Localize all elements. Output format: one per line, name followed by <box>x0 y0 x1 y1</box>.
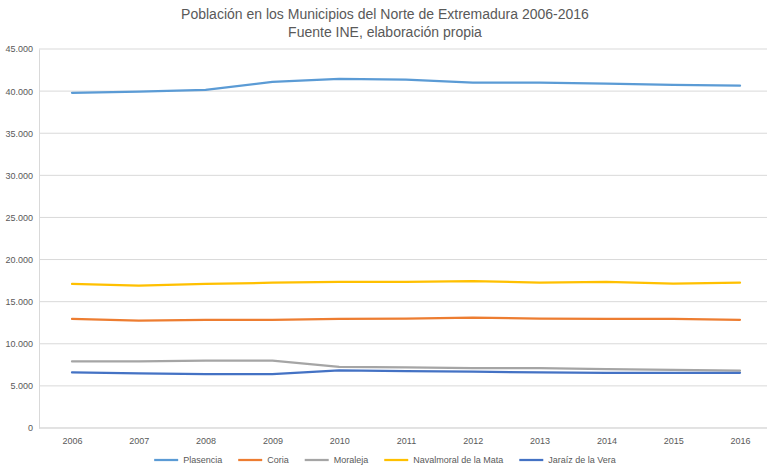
title: Población en los Municipios del Norte de… <box>181 6 589 22</box>
series-line <box>72 361 740 371</box>
x-tick-label: 2009 <box>263 436 283 446</box>
x-tick-label: 2007 <box>129 436 149 446</box>
x-tick: 2016 <box>730 428 750 446</box>
y-tick: 30.000 <box>5 171 39 181</box>
x-tick-label: 2008 <box>196 436 216 446</box>
x-tick-label: 2013 <box>530 436 550 446</box>
x-tick: 2014 <box>597 428 617 446</box>
legend-swatch <box>519 459 543 461</box>
x-tick: 2010 <box>330 428 350 446</box>
x-tick-label: 2014 <box>597 436 617 446</box>
x-tick-label: 2011 <box>397 436 416 446</box>
legend-item: Coria <box>238 455 289 465</box>
grid-line <box>39 259 767 260</box>
x-axis-line <box>39 428 767 429</box>
legend-swatch <box>384 459 408 461</box>
grid-line <box>39 49 767 50</box>
y-tick-label: 35.000 <box>5 129 33 139</box>
y-axis-line <box>39 50 40 429</box>
x-tick: 2011 <box>397 428 416 446</box>
series-line <box>72 318 740 321</box>
grid-line <box>39 133 767 134</box>
y-tick: 10.000 <box>5 339 39 349</box>
y-tick: 40.000 <box>5 86 39 96</box>
y-tick: 15.000 <box>5 297 39 307</box>
x-tick-label: 2012 <box>463 436 483 446</box>
subtitle: Fuente INE, elaboración propia <box>288 24 482 40</box>
y-tick-label: 10.000 <box>5 339 33 349</box>
grid-line <box>39 301 767 302</box>
legend-item: Plasencia <box>154 455 222 465</box>
y-tick-label: 5.000 <box>10 381 33 391</box>
legend-swatch <box>154 459 178 461</box>
x-tick: 2009 <box>263 428 283 446</box>
legend-item: Jaraíz de la Vera <box>519 455 616 465</box>
y-tick: 20.000 <box>5 255 39 265</box>
y-tick: 45.000 <box>5 44 39 54</box>
legend-item: Navalmoral de la Mata <box>384 455 503 465</box>
y-tick-label: 25.000 <box>5 213 33 223</box>
y-tick-label: 30.000 <box>5 171 33 181</box>
legend-item: Moraleja <box>305 455 369 465</box>
grid-line <box>39 385 767 386</box>
series-lines <box>72 79 740 374</box>
legend: Plasencia Coria Moraleja Navalmoral de la M… <box>154 455 616 465</box>
grid-line <box>39 217 767 218</box>
x-tick: 2007 <box>129 428 149 446</box>
x-tick: 2012 <box>463 428 483 446</box>
x-tick-label: 2010 <box>330 436 350 446</box>
series-line <box>72 370 740 374</box>
y-tick-label: 20.000 <box>5 255 33 265</box>
y-tick-label: 45.000 <box>5 44 33 54</box>
x-tick-label: 2015 <box>664 436 684 446</box>
x-tick-label: 2006 <box>62 436 82 446</box>
x-tick: 2015 <box>664 428 684 446</box>
grid <box>39 49 767 428</box>
legend-swatch <box>238 459 262 461</box>
y-tick: 35.000 <box>5 129 39 139</box>
legend-label: Navalmoral de la Mata <box>413 455 503 465</box>
chart: Población en los Municipios del Norte de… <box>0 0 770 473</box>
legend-label: Jaraíz de la Vera <box>548 455 616 465</box>
y-tick: 25.000 <box>5 213 39 223</box>
grid-line <box>39 428 767 429</box>
x-tick: 2008 <box>196 428 216 446</box>
grid-line <box>39 343 767 344</box>
series-line <box>72 281 740 286</box>
legend-label: Plasencia <box>183 455 222 465</box>
y-axis: 0 5.000 10.000 15.000 20.000 25.000 30.000 35.0… <box>5 44 39 433</box>
y-tick: 5.000 <box>10 381 39 391</box>
legend-swatch <box>305 459 329 461</box>
x-tick: 2006 <box>62 428 82 446</box>
y-tick-label: 0 <box>28 423 33 433</box>
y-tick: 0 <box>28 423 39 433</box>
legend-label: Coria <box>267 455 289 465</box>
legend-label: Moraleja <box>334 455 369 465</box>
x-tick: 2013 <box>530 428 550 446</box>
series-line <box>72 79 740 93</box>
x-axis: 2006 2007 2008 2009 2010 2011 2012 2013 2014 2015… <box>39 428 767 446</box>
y-tick-label: 15.000 <box>5 297 33 307</box>
y-tick-label: 40.000 <box>5 86 33 96</box>
grid-line <box>39 175 767 176</box>
x-tick-label: 2016 <box>730 436 750 446</box>
